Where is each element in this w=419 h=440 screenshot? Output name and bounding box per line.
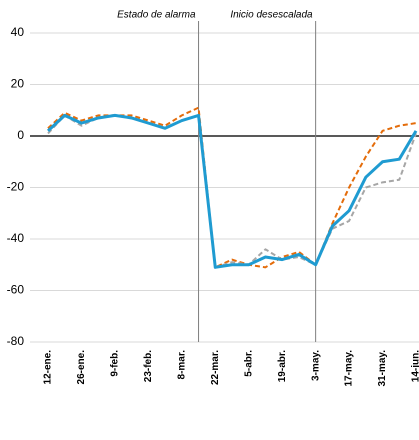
- x-tick-label: 31-may.: [377, 350, 388, 387]
- y-tick-label: -40: [7, 231, 25, 245]
- x-tick-label: 3-may.: [310, 350, 321, 381]
- annotation-text: Inicio desescalada: [230, 10, 313, 21]
- x-tick-label: 23-feb.: [143, 350, 154, 382]
- series-line: [47, 106, 417, 269]
- x-tick-label: 8-mar.: [176, 350, 187, 380]
- series-line: [46, 113, 418, 269]
- y-tick-label: 20: [11, 77, 25, 91]
- y-tick-label: 0: [17, 128, 24, 142]
- y-tick-label: 40: [11, 25, 25, 39]
- x-tick-label: 12-ene.: [43, 350, 54, 385]
- y-tick-label: -80: [7, 334, 25, 348]
- x-tick-label: 5-abr.: [243, 350, 254, 377]
- x-tick-label: 14-jun.: [411, 350, 419, 382]
- x-tick-label: 17-may.: [344, 350, 355, 387]
- y-tick-label: -20: [7, 180, 25, 194]
- x-tick-label: 22-mar.: [210, 350, 221, 385]
- y-tick-label: -60: [7, 283, 25, 297]
- x-tick-label: 26-ene.: [76, 350, 87, 385]
- x-tick-label: 9-feb.: [110, 350, 121, 377]
- series-line: [47, 114, 417, 269]
- annotation-text: Estado de alarma: [117, 10, 196, 21]
- x-tick-label: 19-abr.: [277, 350, 288, 382]
